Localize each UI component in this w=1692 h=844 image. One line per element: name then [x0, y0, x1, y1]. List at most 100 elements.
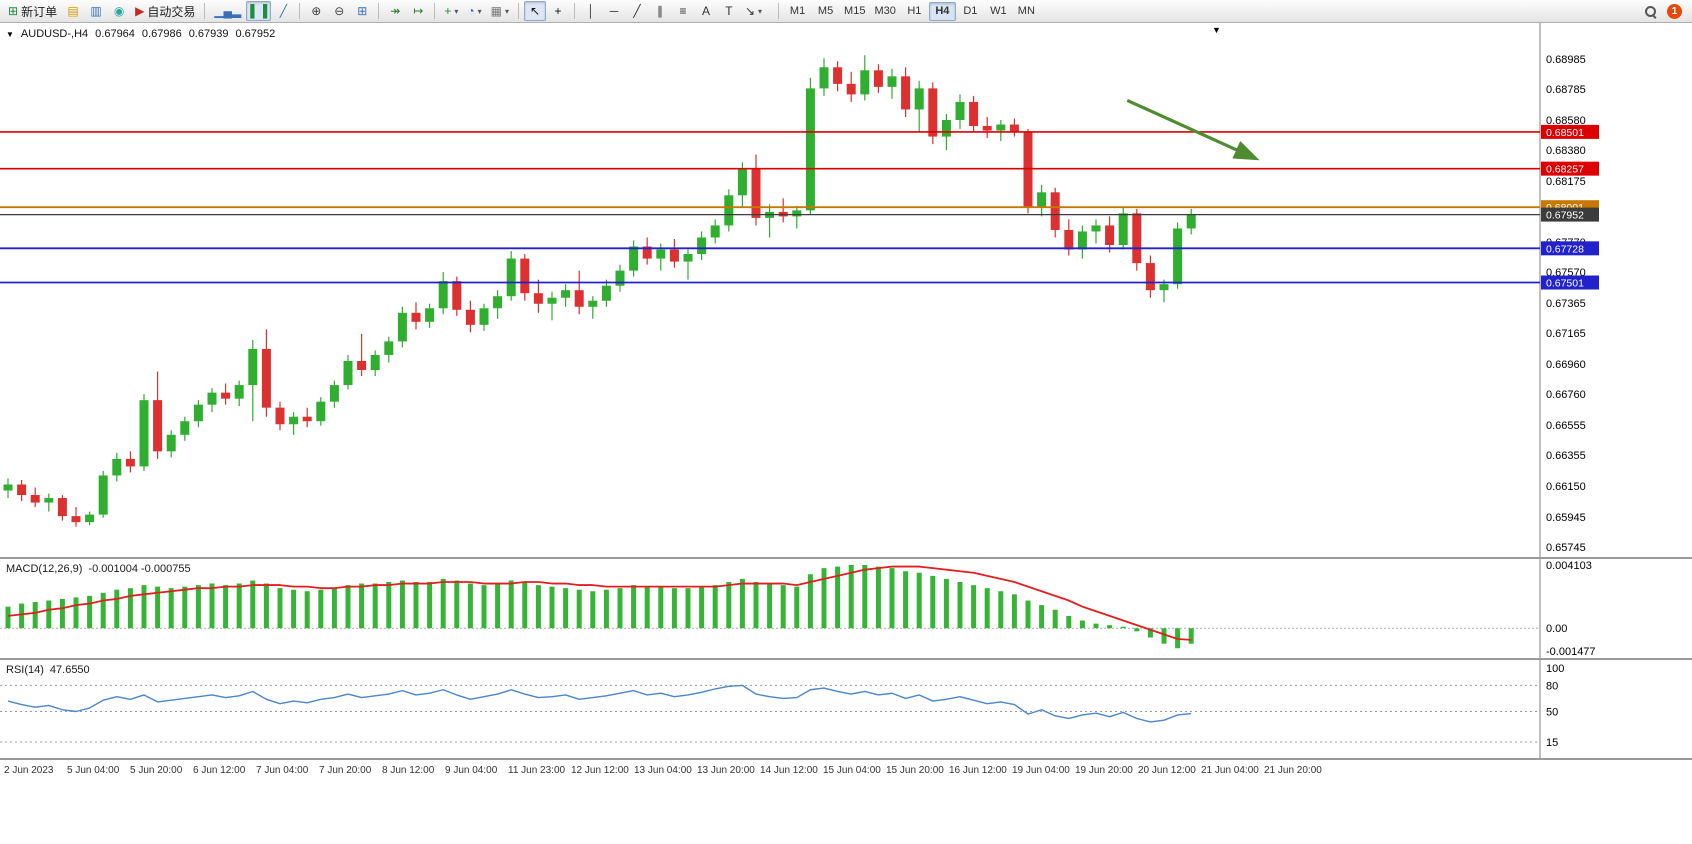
- chart-shift-icon: ↦: [413, 4, 424, 18]
- chevron-down-icon[interactable]: ▾: [504, 6, 509, 16]
- timeframe-m5-button[interactable]: M5: [817, 5, 834, 17]
- open-chart-icon: ▤: [67, 4, 79, 18]
- timeframe-h4-button[interactable]: H4: [928, 1, 956, 21]
- candle: [465, 300, 475, 333]
- periods-button[interactable]: ◔ ▾: [463, 1, 485, 21]
- time-axis-label: 16 Jun 12:00: [949, 765, 1007, 776]
- svg-text:0.67501: 0.67501: [1546, 278, 1584, 290]
- candle: [248, 339, 258, 422]
- candle: [792, 205, 802, 229]
- candle: [914, 80, 924, 133]
- auto-trading-icon: ▶: [135, 4, 145, 18]
- trendline-button[interactable]: ╱: [626, 1, 648, 21]
- macd-signal-line: [7, 565, 1192, 641]
- price-line-badge: 0.68501: [1541, 124, 1599, 139]
- profiles-button[interactable]: ▥: [85, 1, 107, 21]
- candle: [1132, 208, 1142, 271]
- timeframe-mn-button[interactable]: MN: [1017, 5, 1035, 17]
- arrows-tool-button[interactable]: ↘ ▾: [741, 1, 766, 21]
- timeframe-d1-button[interactable]: D1: [963, 5, 978, 17]
- candlestick-chart[interactable]: 0.68985 0.68785 0.68580 0.68380 0.68175 0.679…: [0, 23, 1692, 557]
- rsi-name: RSI(14): [6, 664, 44, 676]
- svg-text:0.68257: 0.68257: [1546, 164, 1584, 176]
- ohlc-open: 0.67964: [95, 28, 135, 40]
- new-order-button[interactable]: ⊞ 新订单: [4, 1, 61, 21]
- timeframe-m15-button[interactable]: M15: [844, 5, 866, 17]
- zoom-in-button[interactable]: ⊕: [305, 1, 327, 21]
- candle: [683, 249, 693, 280]
- chevron-down-icon[interactable]: ▾: [477, 6, 482, 16]
- tile-windows-button[interactable]: ⊞: [351, 1, 373, 21]
- toolbar-separator: [434, 3, 436, 19]
- candle: [302, 407, 312, 428]
- rsi-axis-label: 50: [1546, 707, 1558, 719]
- candle: [57, 495, 67, 521]
- rsi-chart[interactable]: 100 80 50 15: [0, 660, 1692, 758]
- candle: [1186, 208, 1196, 235]
- candle: [1173, 222, 1183, 289]
- macd-panel[interactable]: MACD(12,26,9) -0.001004 -0.000755 0.0041…: [0, 557, 1692, 658]
- cursor-button[interactable]: ↖: [523, 1, 546, 21]
- timeframe-w1-button[interactable]: W1: [990, 5, 1007, 17]
- candlestick-chart-button[interactable]: ▌▐: [246, 1, 272, 21]
- templates-button[interactable]: ▦ ▾: [487, 1, 513, 21]
- price-axis-label: 0.66555: [1546, 420, 1586, 432]
- notification-badge[interactable]: 1: [1667, 3, 1682, 19]
- chart-shift-marker[interactable]: ▼: [1212, 25, 1221, 35]
- search-button[interactable]: [1639, 1, 1661, 21]
- auto-trading-label: 自动交易: [147, 4, 196, 19]
- candle: [724, 189, 734, 232]
- equidistant-channel-button[interactable]: ∥: [649, 1, 671, 21]
- indicators-button[interactable]: + ▾: [440, 1, 462, 21]
- fibonacci-button[interactable]: ≡: [672, 1, 694, 21]
- candle: [1023, 129, 1033, 214]
- crosshair-button[interactable]: +: [547, 1, 569, 21]
- candle: [357, 333, 367, 377]
- trend-arrow-annotation[interactable]: [1126, 98, 1260, 161]
- candle: [85, 511, 95, 526]
- price-axis-label: 0.67165: [1546, 328, 1586, 340]
- candle: [615, 264, 625, 292]
- macd-axis-label: 0.00: [1546, 623, 1567, 635]
- horizontal-line-button[interactable]: ─: [603, 1, 625, 21]
- text-button[interactable]: A: [695, 1, 717, 21]
- bar-chart-button[interactable]: ▁▄▂: [210, 1, 245, 21]
- time-axis: 2 Jun 2023 5 Jun 04:00 5 Jun 20:00 6 Jun 12…: [0, 758, 1692, 784]
- data-window-button[interactable]: ◉: [108, 1, 130, 21]
- time-axis-label: 5 Jun 04:00: [67, 765, 120, 776]
- timeframe-m30-button[interactable]: M30: [874, 5, 896, 17]
- candle: [17, 479, 27, 502]
- zoom-out-button[interactable]: ⊖: [328, 1, 350, 21]
- vertical-line-button[interactable]: │: [580, 1, 602, 21]
- time-axis-label: 2 Jun 2023: [4, 765, 54, 776]
- candle: [778, 198, 788, 223]
- macd-chart[interactable]: 0.004103 0.00 -0.001477: [0, 559, 1692, 658]
- auto-trading-button[interactable]: ▶ 自动交易: [131, 1, 199, 21]
- price-axis-label: 0.65945: [1546, 512, 1586, 524]
- candle: [343, 354, 353, 390]
- time-axis-label: 12 Jun 12:00: [571, 765, 629, 776]
- candle: [819, 58, 829, 96]
- text-label-button[interactable]: T: [718, 1, 740, 21]
- one-click-trading-toggle-icon[interactable]: ▼: [6, 29, 14, 39]
- timeframe-m1-button[interactable]: M1: [789, 5, 806, 17]
- timeframe-h1-button[interactable]: H1: [907, 5, 922, 17]
- price-chart-panel[interactable]: ▼ AUDUSD-,H4 0.67964 0.67986 0.67939 0.6…: [0, 23, 1692, 557]
- candle: [153, 371, 163, 459]
- candle: [1145, 255, 1155, 298]
- chevron-down-icon[interactable]: ▾: [454, 6, 459, 16]
- open-chart-button[interactable]: ▤: [62, 1, 84, 21]
- auto-scroll-button[interactable]: ↠: [384, 1, 406, 21]
- candle: [887, 68, 897, 99]
- chart-shift-button[interactable]: ↦: [407, 1, 429, 21]
- macd-axis-label: 0.004103: [1546, 560, 1592, 572]
- periods-icon: ◔: [467, 4, 475, 18]
- candle: [533, 279, 543, 313]
- toolbar-separator: [378, 3, 380, 19]
- line-chart-button[interactable]: ╱: [272, 1, 294, 21]
- time-axis-label: 21 Jun 20:00: [1264, 765, 1322, 776]
- rsi-panel[interactable]: RSI(14) 47.6550 100 80 50 15: [0, 658, 1692, 758]
- candle: [1064, 219, 1074, 256]
- chevron-down-icon[interactable]: ▾: [758, 6, 763, 16]
- time-axis-label: 13 Jun 20:00: [697, 765, 755, 776]
